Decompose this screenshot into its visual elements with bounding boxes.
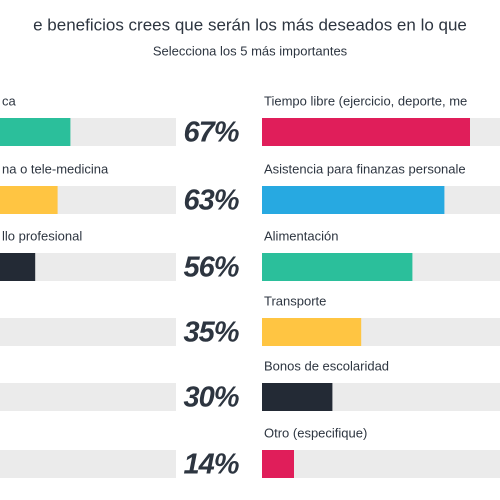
bar bbox=[0, 118, 71, 146]
bar-track bbox=[0, 318, 176, 346]
bar bbox=[262, 450, 294, 478]
category-label: llo profesional bbox=[2, 228, 82, 243]
bar bbox=[262, 253, 413, 281]
bar bbox=[262, 383, 333, 411]
category-label: na o tele-medicina bbox=[2, 161, 109, 176]
chart-title: e beneficios crees que serán los más des… bbox=[33, 15, 467, 34]
chart-subtitle: Selecciona los 5 más importantes bbox=[153, 43, 348, 58]
bar bbox=[0, 253, 36, 281]
bar-track bbox=[262, 450, 500, 478]
bar bbox=[262, 318, 362, 346]
bar bbox=[262, 118, 470, 146]
category-label: Otro (especifique) bbox=[264, 425, 367, 440]
bar-track bbox=[0, 450, 176, 478]
value-label: 67% bbox=[183, 117, 238, 149]
bar bbox=[0, 186, 58, 214]
category-label: Tiempo libre (ejercicio, deporte, me bbox=[264, 93, 467, 108]
value-label: 63% bbox=[183, 185, 238, 217]
category-label: Alimentación bbox=[264, 228, 338, 243]
category-label: Transporte bbox=[264, 293, 326, 308]
value-label: 14% bbox=[183, 449, 238, 481]
category-label: ca bbox=[2, 93, 17, 108]
category-label: Asistencia para finanzas personale bbox=[264, 161, 466, 176]
value-label: 30% bbox=[183, 382, 238, 414]
bar bbox=[262, 186, 445, 214]
value-label: 35% bbox=[183, 317, 238, 349]
category-label: Bonos de escolaridad bbox=[264, 358, 389, 373]
bar-track bbox=[0, 383, 176, 411]
value-label: 56% bbox=[183, 252, 238, 284]
